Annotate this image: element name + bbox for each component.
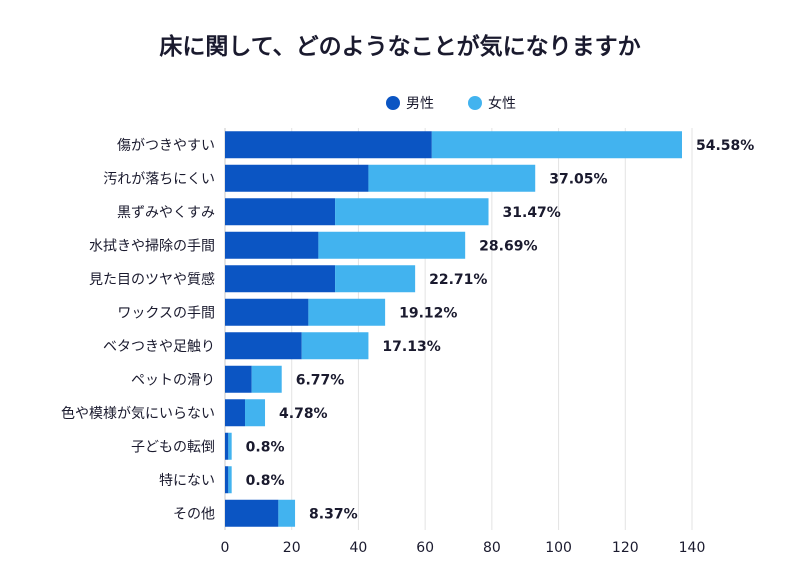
category-label: 特にない bbox=[159, 473, 215, 489]
value-label: 4.78% bbox=[279, 406, 328, 422]
bar-segment-male bbox=[225, 332, 302, 360]
category-label: その他 bbox=[173, 506, 215, 522]
x-tick-label: 0 bbox=[221, 540, 230, 556]
bar-segment-female bbox=[278, 499, 296, 527]
value-label: 22.71% bbox=[429, 272, 487, 288]
legend-label-male: 男性 bbox=[406, 96, 434, 112]
bar-segment-female bbox=[335, 198, 489, 226]
x-tick-label: 120 bbox=[612, 540, 639, 556]
x-tick-label: 100 bbox=[545, 540, 572, 556]
x-tick-label: 80 bbox=[483, 540, 501, 556]
category-label: 水拭きや掃除の手間 bbox=[89, 237, 215, 254]
chart-title: 床に関して、どのようなことが気になりますか bbox=[159, 33, 640, 60]
value-label: 28.69% bbox=[479, 238, 537, 254]
bar-segment-male bbox=[225, 265, 336, 293]
category-label: ペットの滑り bbox=[131, 371, 215, 388]
legend: 男性 女性 bbox=[386, 95, 516, 112]
value-label: 0.8% bbox=[246, 439, 285, 455]
value-label: 8.37% bbox=[309, 506, 358, 522]
category-label: 傷がつきやすい bbox=[117, 138, 215, 154]
value-label: 19.12% bbox=[399, 305, 457, 321]
bar-segment-male bbox=[225, 499, 279, 527]
bar-segment-female bbox=[431, 131, 682, 159]
value-label: 31.47% bbox=[503, 205, 561, 221]
value-label: 6.77% bbox=[296, 372, 345, 388]
bar-segment-male bbox=[225, 432, 229, 460]
bar-segment-female bbox=[308, 298, 386, 326]
legend-label-female: 女性 bbox=[488, 95, 516, 112]
x-tick-label: 60 bbox=[416, 540, 434, 556]
category-label: 子どもの転倒 bbox=[131, 439, 215, 455]
category-label: 汚れが落ちにくい bbox=[103, 171, 215, 187]
labels: 0 20 40 60 80 100 120 140 傷がつきやすい 54.58% 汚れが落ちにくい 3… bbox=[61, 138, 754, 556]
category-label: ベタつきや足触り bbox=[103, 339, 215, 355]
bar-segment-male bbox=[225, 365, 252, 393]
legend-marker-male bbox=[386, 96, 400, 110]
bar-segment-male bbox=[225, 466, 229, 494]
bar-segment-male bbox=[225, 131, 432, 159]
grid bbox=[224, 128, 693, 530]
bar-segment-female bbox=[228, 432, 232, 460]
x-tick-label: 20 bbox=[283, 540, 301, 556]
bar-segment-female bbox=[245, 399, 266, 427]
x-tick-label: 40 bbox=[350, 540, 368, 556]
bar-segment-female bbox=[251, 365, 282, 393]
bar-segment-male bbox=[225, 298, 309, 326]
bar-segment-male bbox=[225, 164, 369, 192]
bars bbox=[225, 131, 682, 527]
bar-segment-male bbox=[225, 198, 336, 226]
category-label: 色や模様が気にいらない bbox=[61, 405, 215, 422]
value-label: 54.58% bbox=[696, 138, 754, 154]
value-label: 37.05% bbox=[549, 171, 607, 187]
bar-segment-female bbox=[335, 265, 416, 293]
x-tick-label: 140 bbox=[679, 540, 706, 556]
bar-segment-male bbox=[225, 399, 246, 427]
value-label: 17.13% bbox=[382, 339, 440, 355]
bar-segment-male bbox=[225, 231, 319, 259]
bar-segment-female bbox=[228, 466, 232, 494]
category-label: ワックスの手間 bbox=[117, 305, 215, 321]
bar-segment-female bbox=[318, 231, 466, 259]
category-label: 見た目のツヤや質感 bbox=[89, 271, 215, 288]
value-label: 0.8% bbox=[246, 473, 285, 489]
category-label: 黒ずみやくすみ bbox=[117, 205, 215, 221]
bar-segment-female bbox=[301, 332, 369, 360]
legend-marker-female bbox=[468, 96, 482, 110]
bar-segment-female bbox=[368, 164, 536, 192]
